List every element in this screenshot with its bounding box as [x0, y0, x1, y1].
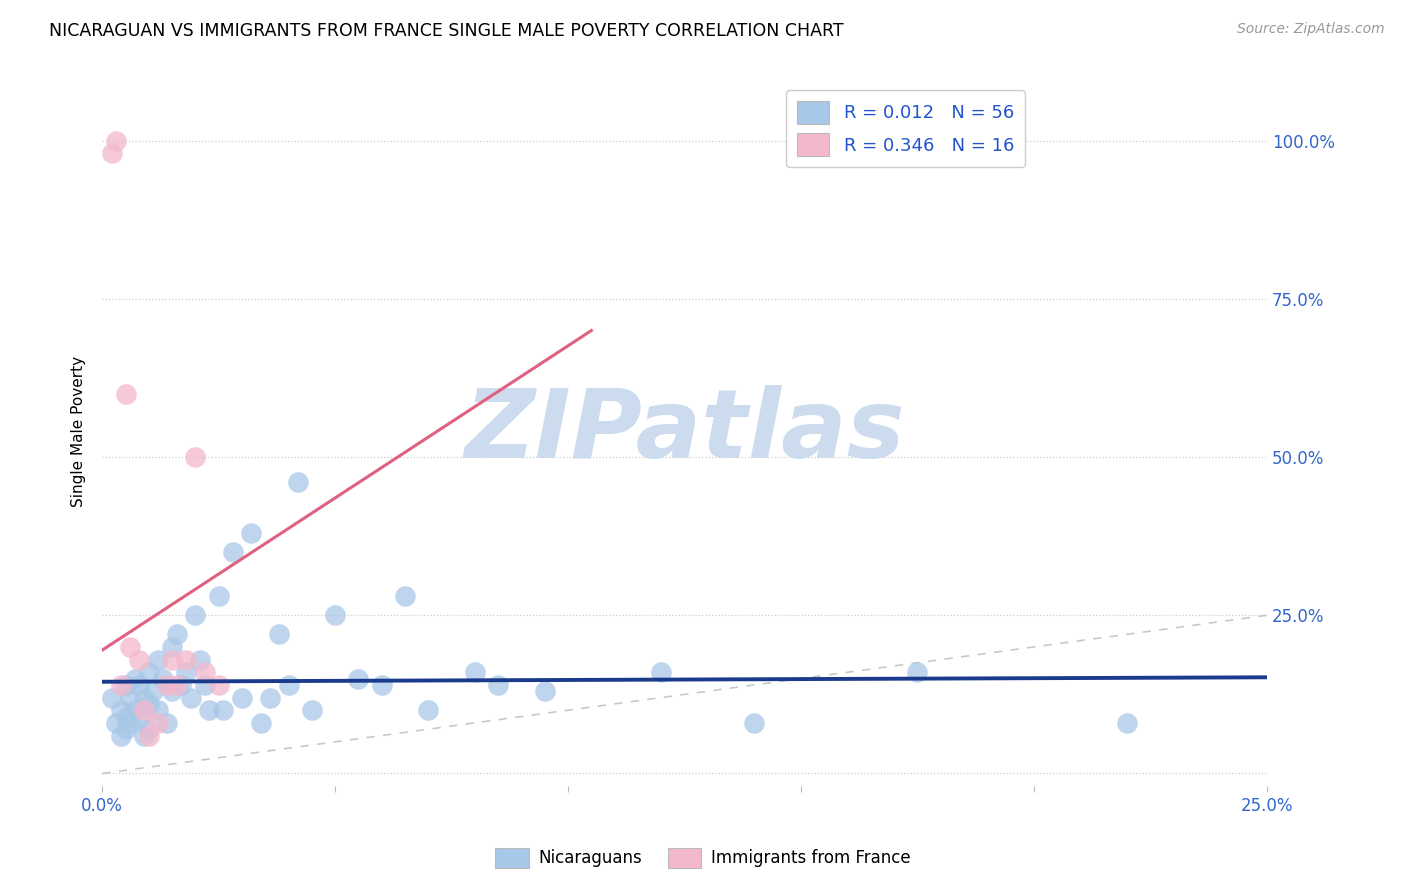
Point [208, 590, 231, 604]
Point [124, 703, 146, 717]
Point [744, 715, 766, 730]
Point [138, 665, 160, 680]
Point [134, 729, 156, 743]
Point [146, 715, 169, 730]
Point [142, 684, 165, 698]
Point [120, 715, 142, 730]
Point [128, 678, 150, 692]
Point [156, 715, 179, 730]
Point [114, 709, 136, 723]
Point [907, 665, 929, 680]
Point [174, 665, 197, 680]
Point [650, 665, 672, 680]
Point [152, 672, 174, 686]
Point [134, 703, 156, 717]
Legend: Nicaraguans, Immigrants from France: Nicaraguans, Immigrants from France [489, 841, 917, 875]
Point [100, 146, 122, 161]
Point [138, 729, 160, 743]
Point [120, 640, 142, 654]
Point [180, 690, 202, 705]
Point [146, 652, 169, 666]
Point [160, 652, 183, 666]
Point [287, 475, 309, 490]
Point [533, 684, 555, 698]
Point [208, 678, 231, 692]
Point [138, 697, 160, 711]
Point [347, 672, 370, 686]
Point [277, 678, 299, 692]
Point [184, 608, 207, 623]
Point [194, 678, 217, 692]
Point [464, 665, 486, 680]
Point [418, 703, 440, 717]
Point [114, 387, 136, 401]
Point [394, 590, 416, 604]
Point [160, 684, 183, 698]
Point [188, 652, 211, 666]
Point [110, 703, 132, 717]
Point [156, 678, 179, 692]
Point [371, 678, 394, 692]
Point [166, 627, 188, 641]
Point [231, 690, 253, 705]
Text: ZIPatlas: ZIPatlas [464, 385, 905, 478]
Y-axis label: Single Male Poverty: Single Male Poverty [72, 356, 86, 508]
Point [120, 690, 142, 705]
Text: Source: ZipAtlas.com: Source: ZipAtlas.com [1237, 22, 1385, 37]
Point [301, 703, 323, 717]
Point [212, 703, 235, 717]
Point [110, 729, 132, 743]
Point [128, 709, 150, 723]
Point [249, 715, 271, 730]
Point [114, 678, 136, 692]
Point [166, 678, 188, 692]
Point [146, 703, 169, 717]
Point [138, 722, 160, 736]
Legend: R = 0.012   N = 56, R = 0.346   N = 16: R = 0.012 N = 56, R = 0.346 N = 16 [786, 90, 1025, 167]
Point [184, 450, 207, 464]
Point [221, 545, 243, 559]
Point [114, 722, 136, 736]
Point [174, 652, 197, 666]
Point [160, 640, 183, 654]
Point [198, 703, 221, 717]
Point [323, 608, 346, 623]
Point [110, 678, 132, 692]
Point [170, 678, 193, 692]
Point [194, 665, 217, 680]
Point [486, 678, 509, 692]
Text: NICARAGUAN VS IMMIGRANTS FROM FRANCE SINGLE MALE POVERTY CORRELATION CHART: NICARAGUAN VS IMMIGRANTS FROM FRANCE SIN… [49, 22, 844, 40]
Point [124, 672, 146, 686]
Point [269, 627, 291, 641]
Point [105, 134, 128, 148]
Point [100, 690, 122, 705]
Point [128, 652, 150, 666]
Point [134, 690, 156, 705]
Point [259, 690, 281, 705]
Point [105, 715, 128, 730]
Point [1116, 715, 1139, 730]
Point [240, 526, 263, 541]
